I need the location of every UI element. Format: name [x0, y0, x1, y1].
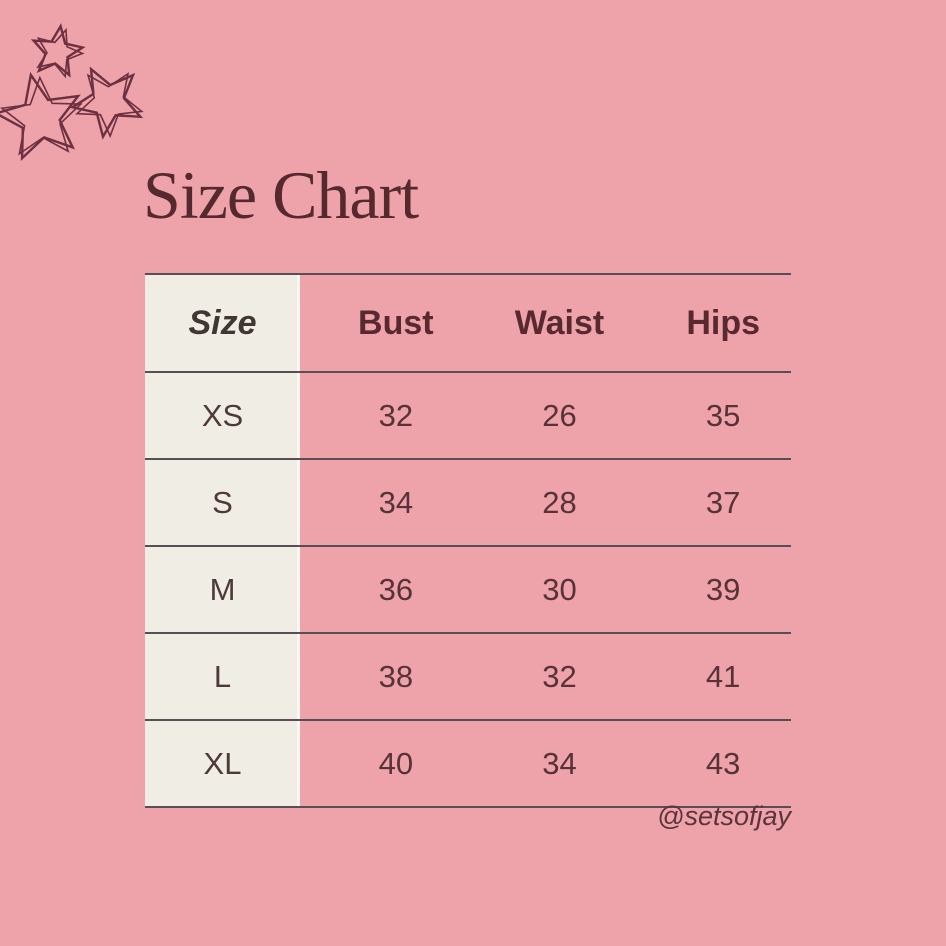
hips-value: 43: [705, 745, 741, 781]
table-row: S 34 28 37: [145, 460, 791, 547]
size-label: XL: [145, 721, 300, 806]
waist-value: 28: [542, 484, 577, 520]
table-row: L 38 32 41: [145, 634, 791, 721]
column-header-bust: Bust: [358, 303, 434, 342]
waist-value: 26: [542, 397, 577, 433]
size-label: XS: [145, 373, 300, 458]
credit-handle: @setsofjay: [657, 801, 791, 831]
hips-value: 37: [705, 484, 741, 520]
table-header-row: Size Bust Waist Hips: [145, 275, 791, 373]
waist-value: 30: [542, 571, 577, 607]
table-row: XL 40 34 43: [145, 721, 791, 806]
hips-value: 39: [705, 571, 741, 607]
star-icon: [61, 53, 152, 143]
waist-value: 34: [542, 745, 577, 781]
column-header-waist: Waist: [514, 303, 605, 342]
size-label: M: [145, 547, 300, 632]
star-icon: [30, 22, 88, 79]
size-label: L: [145, 634, 300, 719]
table-row: XS 32 26 35: [145, 373, 791, 460]
stars-decoration: [0, 6, 178, 174]
column-header-hips: Hips: [686, 303, 760, 342]
bust-value: 32: [378, 397, 414, 433]
table-row: M 36 30 39: [145, 547, 791, 634]
bust-value: 34: [378, 484, 414, 520]
size-label: S: [145, 460, 300, 545]
bust-value: 38: [378, 658, 414, 694]
bust-value: 40: [378, 745, 414, 781]
hips-value: 41: [705, 658, 741, 694]
size-chart-table: Size Bust Waist Hips XS 32 26 35 S 34 28…: [145, 273, 791, 808]
column-header-size: Size: [145, 275, 300, 371]
page-title: Size Chart: [143, 157, 419, 233]
hips-value: 35: [705, 397, 741, 433]
bust-value: 36: [378, 571, 414, 607]
waist-value: 32: [542, 658, 577, 694]
star-icon: [0, 66, 88, 161]
